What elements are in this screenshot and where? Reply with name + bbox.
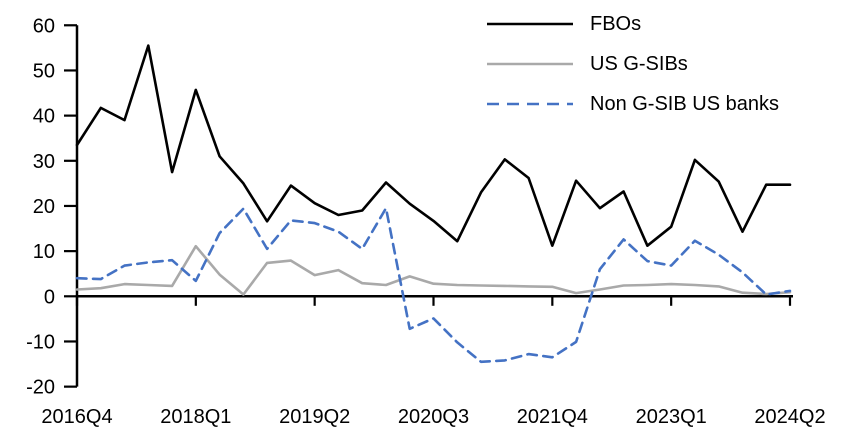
series-line-us-g-sibs	[75, 244, 792, 296]
y-tick-label: -10	[26, 331, 55, 353]
x-tick-label: 2024Q2	[754, 406, 825, 428]
y-tick-label: 10	[33, 241, 55, 263]
legend: FBOs US G-SIBs Non G-SIB US banks	[487, 4, 779, 124]
legend-item-non-gsib: Non G-SIB US banks	[487, 84, 779, 124]
legend-item-us-gsibs: US G-SIBs	[487, 44, 779, 84]
legend-label-fbos: FBOs	[590, 12, 642, 35]
y-tick-label: 20	[33, 196, 55, 218]
y-tick-label: 60	[33, 15, 55, 37]
legend-label-non-gsib: Non G-SIB US banks	[590, 92, 779, 115]
x-tick-label: 2023Q1	[636, 406, 707, 428]
x-tick-label: 2016Q4	[41, 406, 112, 428]
legend-item-fbos: FBOs	[487, 4, 779, 44]
us-gsibs-line-sample-icon	[487, 62, 573, 66]
fbos-line-sample-icon	[487, 22, 573, 26]
y-tick-label: 0	[44, 286, 55, 308]
y-tick-label: 40	[33, 106, 55, 128]
y-tick-label: 50	[33, 60, 55, 82]
series-line-fbos	[75, 44, 792, 247]
x-tick-label: 2021Q4	[517, 406, 588, 428]
legend-label-us-gsibs: US G-SIBs	[590, 52, 688, 75]
non-gsib-line-sample-icon	[487, 102, 573, 106]
y-tick-label: 30	[33, 151, 55, 173]
series-line-non-g-sib-us-banks	[75, 206, 792, 364]
x-tick-label: 2019Q2	[279, 406, 350, 428]
x-tick-label: 2018Q1	[160, 406, 231, 428]
x-tick-label: 2020Q3	[398, 406, 469, 428]
y-tick-label: -20	[26, 377, 55, 399]
